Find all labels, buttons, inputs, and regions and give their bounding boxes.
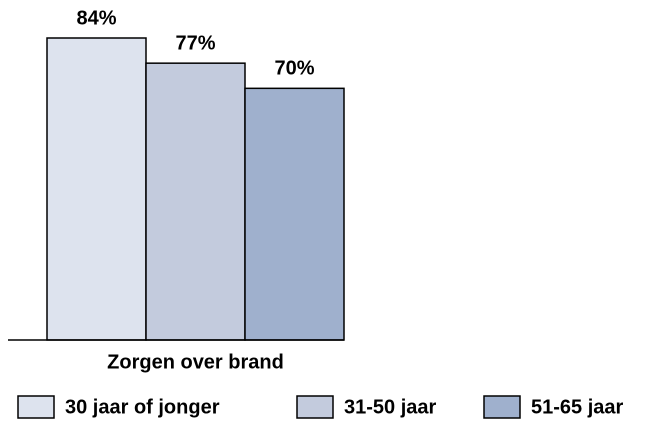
legend-label: 51-65 jaar [531,396,624,418]
bar [244,87,345,341]
legend-swatch [483,395,521,419]
data-label: 70% [274,58,314,80]
x-tick-label: Zorgen over brand [107,351,284,373]
legend-label: 30 jaar of jonger [65,396,220,418]
bar [46,37,147,341]
legend-swatch [296,395,334,419]
data-label: 84% [76,7,116,29]
legend-label: 31-50 jaar [344,396,437,418]
bar [145,62,246,341]
legend-swatch [17,395,55,419]
data-label: 77% [175,32,215,54]
